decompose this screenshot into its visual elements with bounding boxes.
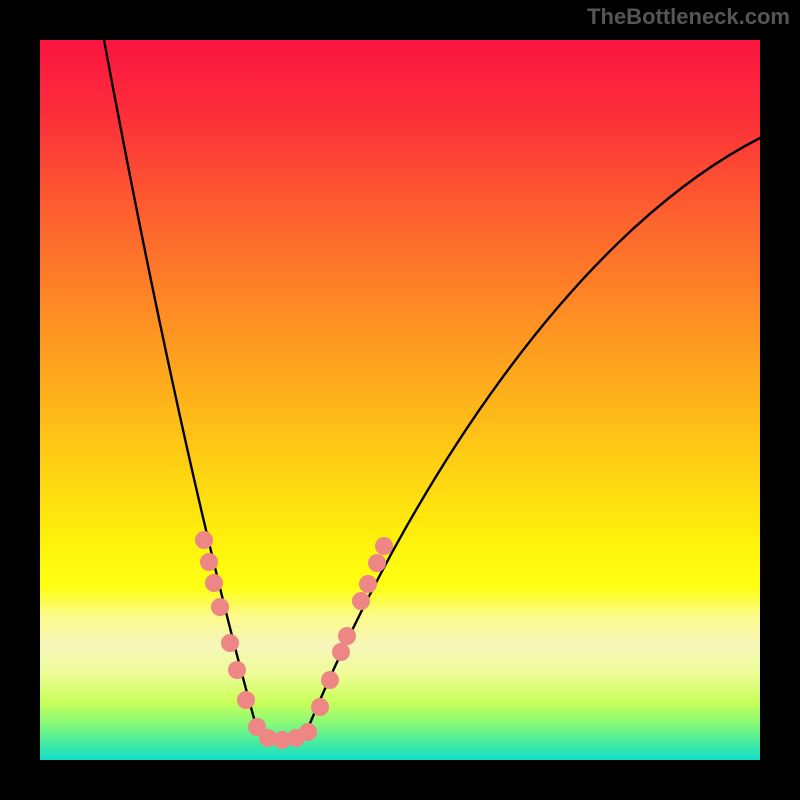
chart-container: TheBottleneck.com <box>0 0 800 800</box>
bottleneck-chart <box>0 0 800 800</box>
watermark-text: TheBottleneck.com <box>587 4 790 30</box>
